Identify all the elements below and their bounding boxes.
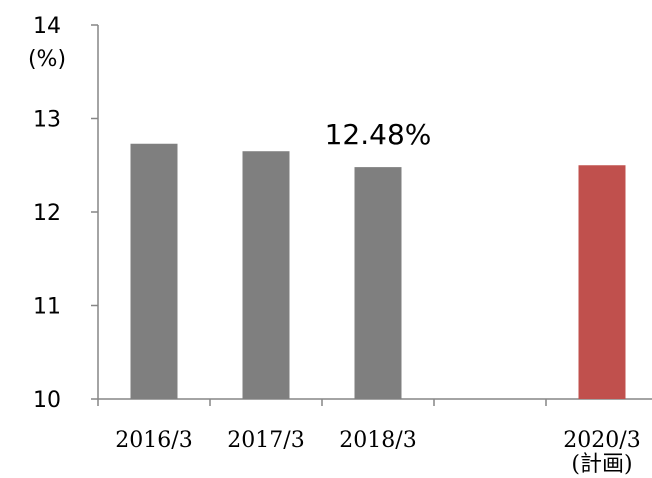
x-tick-label: 2018/3 bbox=[339, 428, 416, 453]
x-tick-label: 2020/3 bbox=[563, 428, 640, 453]
x-axis bbox=[97, 398, 652, 406]
y-tick-label: 12 bbox=[33, 201, 61, 226]
x-tick-label: 2017/3 bbox=[227, 428, 304, 453]
y-tick-label: 10 bbox=[33, 388, 61, 413]
bars bbox=[130, 143, 626, 399]
y-unit-label: (%) bbox=[28, 47, 66, 72]
y-tick-label: 14 bbox=[33, 14, 61, 39]
category-labels: 2016/3 2017/3 2018/3 2020/3(計画) bbox=[115, 428, 640, 477]
x-tick-sublabel: (計画) bbox=[571, 452, 632, 477]
bar bbox=[578, 165, 626, 399]
bar bbox=[130, 143, 178, 399]
x-tick-label: 2016/3 bbox=[115, 428, 192, 453]
y-tick-label: 11 bbox=[33, 295, 61, 320]
bar bbox=[242, 151, 290, 399]
y-axis: 10 11 12 13 14 bbox=[33, 14, 99, 413]
bar bbox=[354, 167, 402, 399]
y-tick-label: 13 bbox=[33, 108, 61, 133]
data-label-annotation: 12.48% bbox=[325, 118, 432, 151]
